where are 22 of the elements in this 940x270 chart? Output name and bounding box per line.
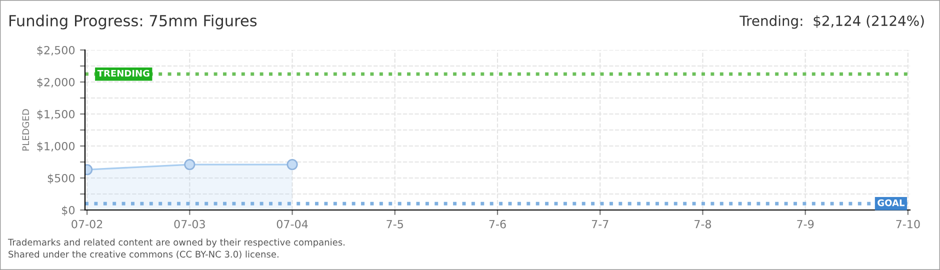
x-tick-label: 07-04 [276,220,308,228]
y-tick-label: $1,000 [37,142,75,152]
y-tick-label: $1,500 [37,110,75,120]
y-tick-label: $2,000 [37,78,75,88]
x-tick-label: 07-02 [72,220,102,228]
x-tick-label: 7-5 [386,220,403,228]
y-tick-label: $500 [48,174,75,184]
x-tick-label: 7-7 [592,220,608,228]
y-tick-label: $2,500 [37,46,75,56]
text: Shared under the creative commons (CC BY-NC 3.0) license. [8,250,278,259]
x-tick-label: 7-8 [694,220,712,228]
y-tick-label: $0 [62,206,75,216]
x-tick-label: 7-9 [797,220,814,228]
x-tick-label: 07-03 [174,220,205,228]
ref-line-label: GOAL [878,199,905,206]
y-axis-title: PLEDGED [22,109,30,151]
x-tick-label: 7-10 [896,220,920,228]
chart-subtitle: Trending: $2,124 (2124%) [740,15,924,29]
ref-line-label: TRENDING [97,70,150,77]
text: Trademarks and related content are owned by their respective companies. [8,238,344,248]
chart-title: Funding Progress: 75mm Figures [10,14,257,30]
x-tick-label: 7-6 [489,220,506,228]
